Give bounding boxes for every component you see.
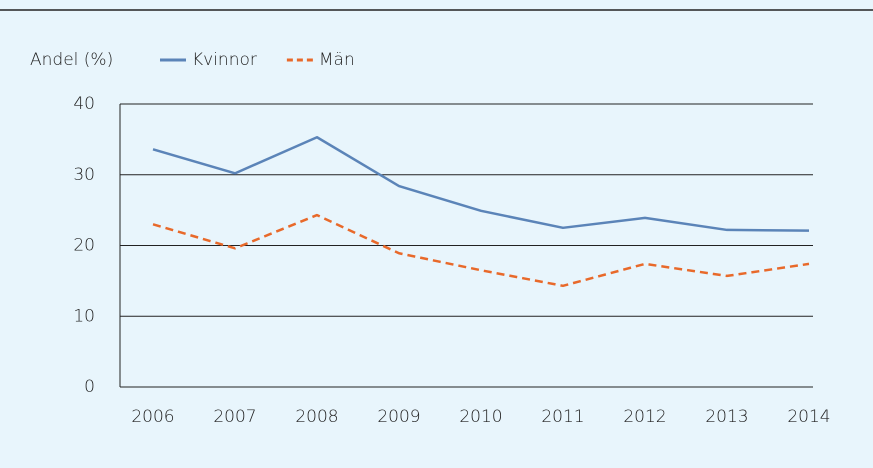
y-tick-label: 0	[84, 377, 95, 397]
y-axis-label: Andel (%)	[30, 50, 113, 70]
x-tick-label: 2007	[213, 407, 256, 427]
x-tick-label: 2009	[377, 407, 420, 427]
series-line	[152, 136, 810, 232]
y-tick-label: 20	[73, 236, 95, 256]
x-tick-label: 2006	[131, 407, 174, 427]
legend-label: Män	[319, 50, 355, 70]
x-tick-label: 2011	[541, 407, 584, 427]
x-tick-label: 2013	[705, 407, 748, 427]
y-tick-label: 10	[73, 306, 95, 326]
x-tick-label: 2014	[787, 407, 830, 427]
y-tick-label: 40	[73, 94, 95, 114]
x-tick-label: 2010	[459, 407, 502, 427]
y-tick-label: 30	[73, 165, 95, 185]
x-tick-label: 2008	[295, 407, 338, 427]
x-tick-label: 2012	[623, 407, 666, 427]
legend-label: Kvinnor	[192, 50, 257, 70]
